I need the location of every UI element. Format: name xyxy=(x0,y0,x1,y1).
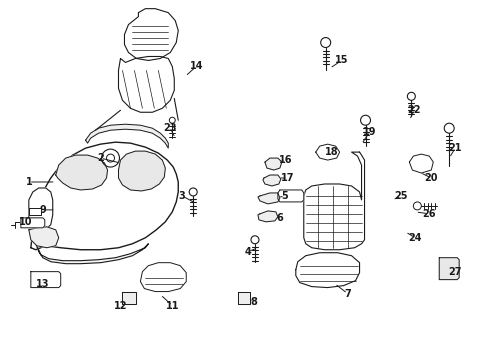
Polygon shape xyxy=(278,190,304,202)
Polygon shape xyxy=(29,208,41,215)
Polygon shape xyxy=(56,155,107,190)
Text: 4: 4 xyxy=(245,247,251,257)
Polygon shape xyxy=(258,193,280,204)
Polygon shape xyxy=(119,57,174,112)
Polygon shape xyxy=(409,154,433,173)
Text: 19: 19 xyxy=(363,127,376,137)
Text: 17: 17 xyxy=(281,173,294,183)
Polygon shape xyxy=(29,188,53,230)
Text: 21: 21 xyxy=(448,143,462,153)
Text: 9: 9 xyxy=(39,205,46,215)
Text: 13: 13 xyxy=(36,279,49,289)
Text: 12: 12 xyxy=(114,301,127,311)
Polygon shape xyxy=(316,144,340,160)
Polygon shape xyxy=(263,175,281,186)
Polygon shape xyxy=(238,292,250,303)
Polygon shape xyxy=(119,151,165,191)
Text: 3: 3 xyxy=(179,191,186,201)
Polygon shape xyxy=(296,253,360,288)
Polygon shape xyxy=(265,158,282,170)
Polygon shape xyxy=(86,124,168,148)
Text: 10: 10 xyxy=(19,217,33,227)
Polygon shape xyxy=(258,211,278,222)
Polygon shape xyxy=(141,263,186,292)
Polygon shape xyxy=(304,152,365,250)
Polygon shape xyxy=(36,244,148,264)
Text: 14: 14 xyxy=(190,62,203,71)
Text: 1: 1 xyxy=(25,177,32,187)
Text: 6: 6 xyxy=(276,213,283,223)
Polygon shape xyxy=(29,227,59,248)
Text: 22: 22 xyxy=(408,105,421,115)
Text: 25: 25 xyxy=(394,191,408,201)
Polygon shape xyxy=(439,258,459,280)
Polygon shape xyxy=(31,272,61,288)
Text: 24: 24 xyxy=(409,233,422,243)
Text: 20: 20 xyxy=(424,173,438,183)
Text: 16: 16 xyxy=(279,155,293,165)
Text: 11: 11 xyxy=(166,301,179,311)
Text: 5: 5 xyxy=(281,191,288,201)
Text: 23: 23 xyxy=(164,123,177,133)
Text: 7: 7 xyxy=(344,289,351,298)
Text: 27: 27 xyxy=(448,267,462,276)
Text: 8: 8 xyxy=(250,297,257,306)
Text: 2: 2 xyxy=(97,153,104,163)
Polygon shape xyxy=(124,9,178,60)
Polygon shape xyxy=(31,142,178,250)
Polygon shape xyxy=(122,292,136,303)
Text: 18: 18 xyxy=(325,147,339,157)
Text: 15: 15 xyxy=(335,55,348,66)
Text: 26: 26 xyxy=(422,209,436,219)
Polygon shape xyxy=(21,218,45,228)
